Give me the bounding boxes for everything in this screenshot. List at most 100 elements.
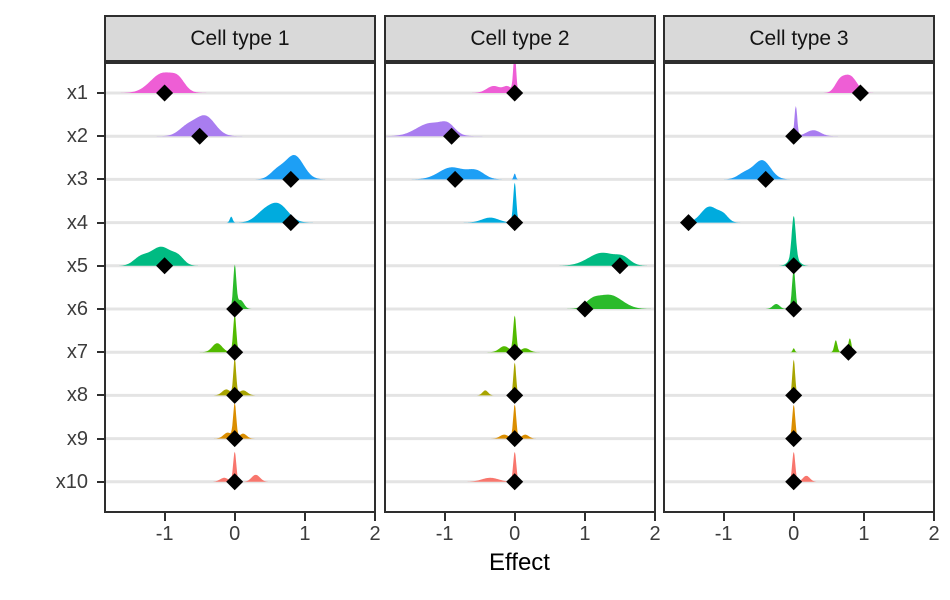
x-axis-tick bbox=[862, 513, 865, 521]
point-estimate-diamond bbox=[506, 343, 524, 361]
x-axis-tick bbox=[722, 513, 725, 521]
density-ridge bbox=[664, 269, 934, 309]
density-ridge bbox=[105, 246, 375, 266]
density-ridge bbox=[105, 314, 375, 353]
point-estimate-diamond bbox=[446, 170, 464, 188]
point-estimate-diamond bbox=[226, 300, 244, 318]
density-ridge bbox=[105, 264, 375, 309]
y-axis-tick-label: x7 bbox=[66, 341, 88, 364]
facet-strip: Cell type 2 bbox=[384, 15, 656, 62]
density-ridge bbox=[105, 202, 375, 223]
y-axis-tick-label: x1 bbox=[66, 82, 88, 104]
point-estimate-diamond bbox=[785, 430, 803, 448]
point-estimate-diamond bbox=[226, 430, 244, 448]
point-estimate-diamond bbox=[282, 170, 300, 188]
facet-panel bbox=[384, 62, 656, 513]
point-estimate-diamond bbox=[506, 386, 524, 404]
point-estimate-diamond bbox=[851, 84, 869, 102]
density-ridge bbox=[385, 167, 655, 180]
point-estimate-diamond bbox=[506, 473, 524, 491]
x-axis-tick-label: -1 bbox=[714, 523, 733, 545]
point-estimate-diamond bbox=[785, 386, 803, 404]
y-axis-tick bbox=[97, 264, 104, 267]
x-axis-tick-label: 1 bbox=[858, 523, 870, 545]
y-axis-tick-label: x5 bbox=[66, 254, 88, 277]
panel-border bbox=[384, 62, 656, 513]
y-axis-tick bbox=[97, 437, 104, 440]
point-estimate-diamond bbox=[156, 84, 174, 102]
x-axis-tick bbox=[374, 513, 376, 521]
panel-border bbox=[104, 62, 376, 513]
x-axis-tick bbox=[792, 513, 795, 521]
density-ridge bbox=[105, 115, 375, 137]
y-axis-tick bbox=[97, 308, 104, 310]
x-axis-tick-label: 2 bbox=[369, 523, 381, 545]
point-estimate-diamond bbox=[506, 430, 524, 448]
x-axis-tick bbox=[654, 513, 656, 521]
y-axis-tick bbox=[97, 221, 104, 224]
density-ridge bbox=[385, 252, 655, 266]
y-axis-tick-label: x3 bbox=[66, 168, 88, 191]
y-axis-tick bbox=[97, 178, 104, 181]
density-ridge bbox=[664, 206, 934, 223]
density-ridge bbox=[664, 451, 934, 482]
y-axis-tick bbox=[97, 394, 104, 397]
point-estimate-diamond bbox=[506, 84, 524, 102]
x-axis-tick bbox=[233, 513, 236, 521]
density-ridge bbox=[664, 338, 934, 353]
y-axis-tick bbox=[97, 135, 104, 138]
x-axis-tick-label: 0 bbox=[788, 523, 800, 545]
point-estimate-diamond bbox=[191, 127, 209, 145]
facet-strip-label: Cell type 2 bbox=[470, 26, 570, 50]
point-estimate-diamond bbox=[506, 214, 524, 232]
x-axis-tick bbox=[443, 513, 446, 521]
facet-strip-label: Cell type 3 bbox=[749, 26, 849, 50]
y-axis-tick-label: x4 bbox=[66, 211, 88, 234]
density-ridge bbox=[105, 72, 375, 93]
x-axis-tick bbox=[583, 513, 586, 521]
x-axis-tick-label: -1 bbox=[435, 523, 454, 545]
point-estimate-diamond bbox=[680, 214, 697, 232]
x-axis-tick-label: 0 bbox=[509, 523, 521, 545]
y-axis-tick bbox=[97, 480, 104, 483]
y-axis-tick-label: x6 bbox=[66, 298, 88, 320]
facet-panel bbox=[663, 62, 935, 513]
density-ridge bbox=[664, 404, 934, 439]
point-estimate-diamond bbox=[576, 300, 594, 318]
facet-strip-label: Cell type 1 bbox=[190, 26, 290, 50]
point-estimate-diamond bbox=[443, 127, 461, 145]
x-axis-tick bbox=[933, 513, 935, 521]
x-axis-tick bbox=[513, 513, 516, 521]
density-ridge bbox=[385, 182, 655, 223]
point-estimate-diamond bbox=[226, 473, 244, 491]
density-ridge bbox=[385, 121, 655, 137]
facet-strip: Cell type 3 bbox=[663, 15, 935, 62]
point-estimate-diamond bbox=[156, 257, 174, 275]
x-axis-tick-label: 0 bbox=[229, 523, 241, 545]
facet-strip: Cell type 1 bbox=[104, 15, 376, 62]
density-ridge bbox=[385, 362, 655, 396]
x-axis-tick-label: -1 bbox=[155, 523, 174, 545]
density-ridge bbox=[105, 155, 375, 180]
point-estimate-diamond bbox=[839, 343, 857, 361]
density-ridge bbox=[385, 451, 655, 482]
point-estimate-diamond bbox=[785, 473, 803, 491]
panel-border bbox=[663, 62, 935, 513]
facet-panel bbox=[104, 62, 376, 513]
x-axis-title: Effect bbox=[489, 549, 550, 576]
x-axis-tick-label: 1 bbox=[579, 523, 591, 545]
x-axis-tick-label: 1 bbox=[299, 523, 311, 545]
density-ridge bbox=[664, 160, 934, 180]
point-estimate-diamond bbox=[282, 214, 300, 232]
density-ridge bbox=[385, 315, 655, 353]
y-axis-tick bbox=[97, 351, 104, 354]
y-axis-tick-label: x9 bbox=[66, 427, 88, 450]
y-axis-tick bbox=[97, 92, 104, 94]
point-estimate-diamond bbox=[785, 300, 803, 318]
y-axis-tick-label: x2 bbox=[66, 125, 88, 148]
point-estimate-diamond bbox=[785, 127, 803, 145]
density-ridge bbox=[664, 74, 934, 93]
density-ridge bbox=[385, 62, 655, 93]
x-axis-tick-label: 2 bbox=[649, 523, 661, 545]
